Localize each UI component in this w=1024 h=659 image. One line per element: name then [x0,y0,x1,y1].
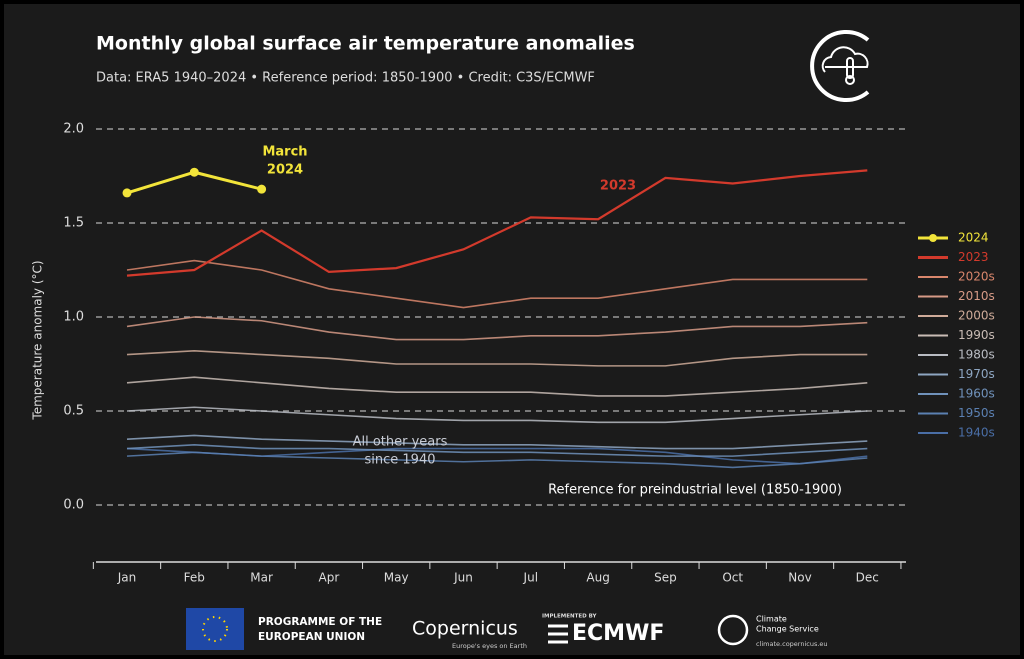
x-tick-label: Jan [117,571,137,585]
series-marker [122,188,132,198]
c3s-url: climate.copernicus.eu [756,640,828,648]
annotation: All other years [353,435,448,450]
series-line [126,169,868,277]
series-line [126,434,868,450]
series-line [126,376,868,397]
y-tick-label: 1.0 [63,310,84,325]
series-line [126,350,868,367]
legend-label: 1960s [958,387,995,401]
legend-label: 2023 [958,250,989,264]
legend-label: 1970s [958,367,995,381]
annotation: Reference for preindustrial level (1850-… [548,483,842,498]
y-tick-label: 0.5 [63,404,84,419]
legend-label: 2020s [958,270,995,284]
c3s-text: Change Service [756,625,819,634]
series-marker [189,167,199,177]
legend-label: 1940s [958,426,995,440]
ecmwf-logo: ECMWF [572,621,664,646]
eu-text: EUROPEAN UNION [258,631,365,643]
series-line [126,451,868,469]
series-line [126,406,868,424]
series-line [126,444,868,457]
background [4,4,1020,655]
x-tick-label: Apr [319,571,340,585]
annotation: 2024 [267,163,303,178]
x-tick-label: Oct [722,571,743,585]
c3s-small-logo [717,614,749,646]
x-tick-label: May [384,571,409,585]
ecmwf-mark [548,624,568,644]
x-tick-label: Feb [184,571,205,585]
eu-text: PROGRAMME OF THE [258,616,382,628]
series-marker [257,184,267,194]
legend-label: 1990s [958,328,995,342]
y-tick-label: 2.0 [63,122,84,137]
legend-label: 2024 [958,231,989,245]
annotation: 2023 [600,179,636,194]
x-tick-label: Sep [654,571,677,585]
chart-title: Monthly global surface air temperature a… [96,33,635,55]
y-tick-label: 1.5 [63,216,84,231]
x-tick-label: Jun [453,571,473,585]
eu-stars [202,616,228,642]
c3s-logo [810,30,870,102]
annotation: March [262,145,307,160]
copernicus-tagline: Europe's eyes on Earth [452,642,527,650]
x-tick-label: Nov [788,571,811,585]
legend-label: 1950s [958,406,995,420]
annotation: since 1940 [365,453,436,468]
series-line [126,259,868,309]
eu-flag [186,608,244,650]
series-line [126,316,868,341]
x-tick-label: Aug [586,571,609,585]
legend-marker [929,234,937,242]
y-tick-label: 0.0 [63,498,84,513]
y-axis-label: Temperature anomaly (°C) [31,260,45,420]
x-tick-label: Mar [250,571,273,585]
x-tick-label: Dec [856,571,879,585]
legend-label: 1980s [958,348,995,362]
footer: PROGRAMME OF THE EUROPEAN UNION Copernic… [186,608,828,650]
c3s-text: Climate [756,615,787,624]
x-tick-label: Jul [523,571,538,585]
chart-subtitle: Data: ERA5 1940–2024 • Reference period:… [96,71,595,86]
legend-label: 2000s [958,309,995,323]
copernicus-logo: Copernicus [412,618,518,640]
legend-label: 2010s [958,289,995,303]
implemented-by: IMPLEMENTED BY [542,614,598,620]
